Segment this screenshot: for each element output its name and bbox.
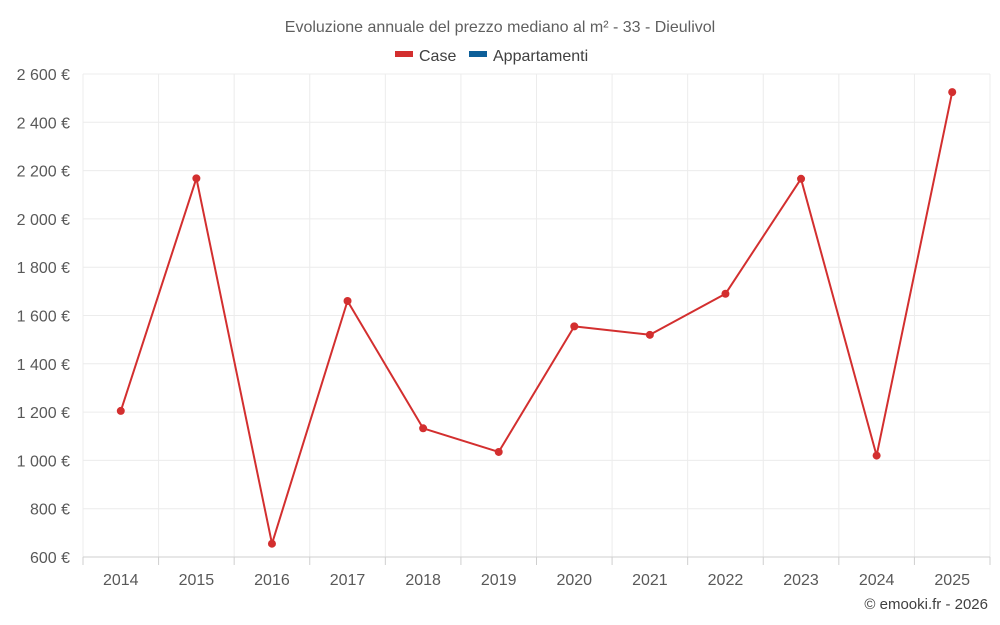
data-point[interactable]	[419, 424, 428, 433]
y-tick-label: 1 600 €	[17, 309, 70, 326]
series-line	[119, 91, 954, 545]
data-point[interactable]	[494, 447, 503, 456]
data-point[interactable]	[797, 174, 806, 183]
legend-swatch-appartamenti	[469, 51, 487, 57]
data-point[interactable]	[872, 451, 881, 460]
x-tick-label: 2021	[632, 572, 668, 589]
legend-label-case[interactable]: Case	[419, 48, 456, 65]
data-point[interactable]	[645, 330, 654, 339]
y-tick-label: 2 400 €	[17, 115, 70, 132]
credit-text: © emooki.fr - 2026	[864, 596, 988, 613]
x-tick-label: 2016	[254, 572, 290, 589]
x-tick-label: 2017	[330, 572, 366, 589]
y-axis-ticks: 600 € 800 € 1 000 € 1 200 € 1 400 € 1 600 € 1 …	[17, 67, 70, 567]
y-tick-label: 600 €	[30, 550, 70, 567]
data-point[interactable]	[116, 406, 125, 415]
x-tick-label: 2015	[179, 572, 215, 589]
legend-label-appartamenti[interactable]: Appartamenti	[493, 48, 588, 65]
y-tick-label: 2 000 €	[17, 212, 70, 229]
y-tick-label: 2 200 €	[17, 164, 70, 181]
data-point[interactable]	[948, 88, 957, 97]
series	[116, 88, 957, 548]
y-tick-label: 1 800 €	[17, 260, 70, 277]
x-tick-label: 2023	[783, 572, 819, 589]
data-point[interactable]	[721, 289, 730, 298]
data-point[interactable]	[267, 539, 276, 548]
y-tick-label: 1 000 €	[17, 453, 70, 470]
x-tick-label: 2024	[859, 572, 895, 589]
x-tick-label: 2022	[708, 572, 744, 589]
y-tick-label: 1 400 €	[17, 357, 70, 374]
x-axis-ticks: 2014 2015 2016 2017 2018 2019 2020 2021 2022 2023…	[103, 572, 970, 589]
chart-title: Evoluzione annuale del prezzo mediano al…	[285, 19, 715, 36]
legend-swatch-case	[395, 51, 413, 57]
axes	[82, 556, 991, 565]
y-tick-label: 2 600 €	[17, 67, 70, 84]
y-tick-label: 1 200 €	[17, 405, 70, 422]
legend: Case Appartamenti	[395, 48, 588, 65]
data-point[interactable]	[192, 174, 201, 183]
x-tick-label: 2018	[405, 572, 441, 589]
data-point[interactable]	[570, 322, 579, 331]
x-tick-label: 2014	[103, 572, 139, 589]
x-tick-label: 2025	[934, 572, 970, 589]
data-point[interactable]	[343, 297, 352, 306]
x-tick-label: 2020	[556, 572, 592, 589]
y-tick-label: 800 €	[30, 502, 70, 519]
x-tick-label: 2019	[481, 572, 517, 589]
grid	[82, 73, 991, 557]
